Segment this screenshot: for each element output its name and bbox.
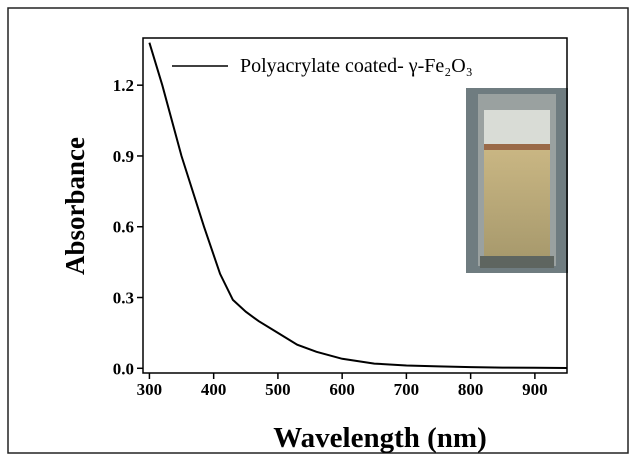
x-tick-label: 500 <box>265 380 291 399</box>
legend-label: Polyacrylate coated- γ-Fe₂O₃ <box>240 55 473 77</box>
x-tick-label: 800 <box>458 380 484 399</box>
y-tick-label: 0.3 <box>113 289 134 308</box>
x-tick-label: 400 <box>201 380 227 399</box>
x-tick-label: 300 <box>137 380 163 399</box>
plot-frame <box>142 37 568 374</box>
data-line <box>148 42 568 369</box>
y-tick-label: 0.0 <box>113 359 134 378</box>
x-tick-label: 600 <box>329 380 355 399</box>
y-tick-label: 1.2 <box>113 76 134 95</box>
x-tick-label: 700 <box>394 380 420 399</box>
outer-frame <box>7 7 629 454</box>
x-axis-label: Wavelength (nm) <box>273 422 486 454</box>
y-axis-label: Absorbance <box>60 137 90 275</box>
x-tick-label: 900 <box>522 380 548 399</box>
y-tick-label: 0.9 <box>113 147 134 166</box>
inset-photo <box>466 88 568 273</box>
y-tick-label: 0.6 <box>113 218 134 237</box>
